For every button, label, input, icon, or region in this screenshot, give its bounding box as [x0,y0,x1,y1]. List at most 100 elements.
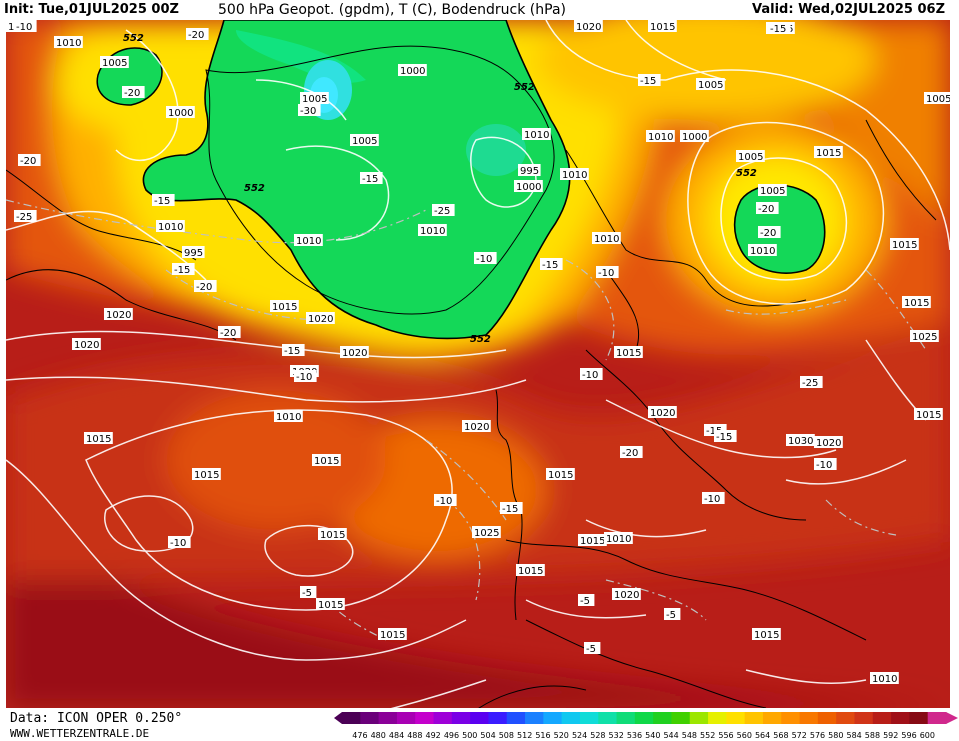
label-text: 1015 [580,536,605,547]
temperature-label: -10 [596,266,619,279]
pressure-label: 1000 [166,106,195,119]
scale-tick-label: 488 [407,731,422,740]
pressure-label: 1015 [192,468,221,481]
label-text: 1010 [296,236,321,247]
label-text: 1005 [760,186,785,197]
temperature-label: -15 [638,74,661,87]
label-text: 1000 [168,108,193,119]
scale-swatch [726,712,746,724]
scale-swatch [708,712,727,724]
label-text: -20 [124,88,140,99]
pressure-label: 1020 [306,312,335,325]
temperature-label: -20 [194,280,217,293]
scale-swatch [506,712,526,724]
scale-tick-label: 568 [773,731,788,740]
scale-tick-label: 580 [828,731,843,740]
temperature-label: -10 [14,20,37,33]
label-text: -15 [770,24,786,35]
scale-swatch [854,712,874,724]
scale-tick-label: 556 [718,731,733,740]
label-text: -10 [436,496,452,507]
isobars [6,20,950,708]
scale-tick-label: 524 [572,731,587,740]
pressure-label: 1010 [294,234,323,247]
scale-swatch [781,712,801,724]
label-text: 1020 [308,314,333,325]
website-credit: WWW.WETTERZENTRALE.DE [10,727,150,740]
pressure-label: 1005 [924,92,950,105]
scale-tick-label: 552 [700,731,715,740]
scale-swatch [689,712,709,724]
label-text: 1000 [516,182,541,193]
label-text: -15 [174,265,190,276]
label-text: 1010 [648,132,673,143]
label-text: -10 [16,22,32,33]
temperature-label: -20 [186,28,209,41]
temperature-label: -20 [122,86,145,99]
scale-swatch [634,712,654,724]
pressure-label: 1010 [560,168,589,181]
header-bar: Init: Tue,01JUL2025 00Z 500 hPa Geopot. … [0,0,959,20]
label-text: -10 [582,370,598,381]
label-text: 1005 [698,80,723,91]
data-source: Data: ICON OPER 0.250° [10,711,183,726]
scale-tick-label: 564 [755,731,770,740]
pressure-label: 1010 [156,220,185,233]
temperature-label: -30 [298,104,321,117]
pressure-label: 1020 [72,338,101,351]
pressure-label: 1010 [604,532,633,545]
scale-tick-label: 592 [883,731,898,740]
weather-map: 552 552 552 552 552 10101005-20102010151… [6,20,950,708]
temperature-label: -15 [152,194,175,207]
label-text: 1010 [158,222,183,233]
pressure-label: 1020 [104,308,133,321]
label-text: 1005 [302,94,327,105]
label-text: 1010 [276,412,301,423]
init-time: Init: Tue,01JUL2025 00Z [4,2,179,17]
scale-tick-label: 548 [682,731,697,740]
pressure-label: 1005 [758,184,787,197]
scale-tick-label: 584 [846,731,861,740]
label-text: -20 [758,204,774,215]
map-title: 500 hPa Geopot. (gpdm), T (C), Bodendruc… [218,2,566,18]
label-text: 1010 [56,38,81,49]
scale-swatch [543,712,563,724]
scale-swatch [451,712,471,724]
label-text: 1015 [86,434,111,445]
pressure-label: 1010 [274,410,303,423]
scale-tick-label: 504 [480,731,495,740]
scale-tick-label: 520 [554,731,569,740]
temperature-label: -10 [434,494,457,507]
scale-tick-label: 572 [792,731,807,740]
pressure-label: 1015 [84,432,113,445]
pressure-label: 1005 [100,56,129,69]
label-text: -15 [362,174,378,185]
scale-swatch [488,712,508,724]
pressure-label: 1005 [300,92,329,105]
scale-tick-label: 512 [517,731,532,740]
scale-swatch [891,712,910,724]
pressure-label: 1000 [514,180,543,193]
pressure-label: 1015 [378,628,407,641]
pressure-label: 995 [518,164,541,177]
temperature-label: -10 [294,370,317,383]
label-text: -15 [716,432,732,443]
temperature-label: -15 [714,430,737,443]
label-text: -10 [816,460,832,471]
label-text: 1015 [548,470,573,481]
pressure-label: 1025 [910,330,939,343]
label-text: -20 [196,282,212,293]
pressure-label: 1020 [612,588,641,601]
label-text: -15 [542,260,558,271]
temperature-label: -20 [756,202,779,215]
scale-swatch [561,712,581,724]
temperature-label: -25 [14,210,37,223]
label-text: 1015 [194,470,219,481]
scale-tick-label: 600 [920,731,935,740]
scale-tick-label: 480 [371,731,386,740]
scale-tick-label: 476 [352,731,367,740]
scale-tick-label: 560 [737,731,752,740]
label-text: 1010 [872,674,897,685]
label-text: 1020 [106,310,131,321]
pressure-label: 1005 [696,78,725,91]
